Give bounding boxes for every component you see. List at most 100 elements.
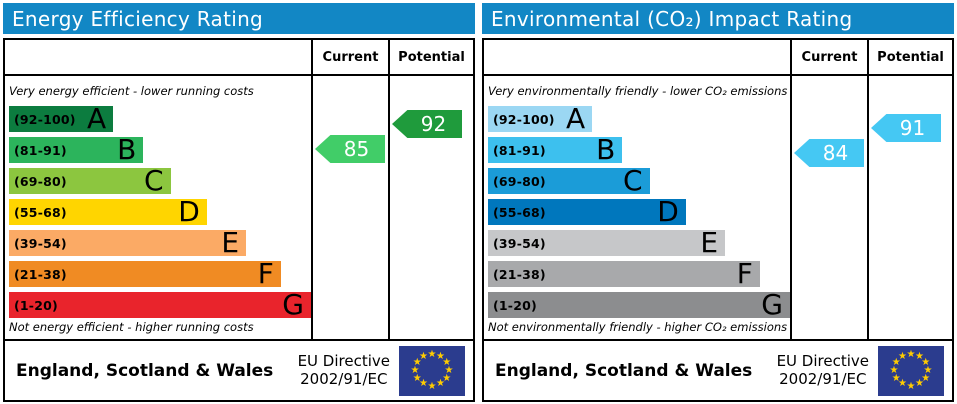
band-letter: D <box>178 195 200 228</box>
star-icon: ★ <box>915 350 924 362</box>
star-icon: ★ <box>419 378 428 390</box>
band-range: (55-68) <box>493 204 546 220</box>
band-range: (1-20) <box>493 297 537 313</box>
band-letter: C <box>144 164 164 197</box>
potential-column: Potential 92 <box>388 40 473 339</box>
current-arrow-zone: 85 <box>313 76 388 339</box>
band-list: (92-100) A (81-91) B (69-80) C (55-68) <box>9 102 311 321</box>
eu-flag: ★ ★ ★ ★ ★ ★ ★ ★ ★ ★ ★ ★ <box>399 345 465 396</box>
band-row-a: (92-100) A <box>9 102 114 135</box>
chart-column-header-empty <box>484 40 790 76</box>
environmental-impact-panel: Environmental (CO₂) Impact Rating Very e… <box>479 0 957 404</box>
bottom-note: Not environmentally friendly - higher CO… <box>488 320 788 334</box>
band-chart-body: Very energy efficient - lower running co… <box>5 76 311 339</box>
current-rating-arrow: 85 <box>315 135 385 163</box>
epc-table: Very environmentally friendly - lower CO… <box>482 38 954 402</box>
potential-column: Potential 91 <box>867 40 952 339</box>
band-range: (1-20) <box>14 297 58 313</box>
panel-title-bar: Energy Efficiency Rating <box>3 3 475 34</box>
band-letter: E <box>221 226 240 259</box>
star-icon: ★ <box>906 348 916 360</box>
band-letter: A <box>87 102 107 135</box>
star-icon: ★ <box>891 372 901 384</box>
eu-flag: ★ ★ ★ ★ ★ ★ ★ ★ ★ ★ ★ ★ <box>878 345 944 396</box>
epc-grid: Very energy efficient - lower running co… <box>5 40 473 339</box>
band-letter: D <box>657 195 679 228</box>
panel-title: Energy Efficiency Rating <box>12 6 264 31</box>
panel-footer: England, Scotland & Wales EU Directive 2… <box>5 339 473 400</box>
star-icon: ★ <box>410 364 420 376</box>
panel-title: Environmental (CO₂) Impact Rating <box>491 6 853 31</box>
current-column-header: Current <box>792 40 867 76</box>
eu-directive-line2: 2002/91/EC <box>300 369 388 388</box>
band-letter: A <box>566 102 586 135</box>
current-rating-arrow: 84 <box>794 139 864 167</box>
star-icon: ★ <box>436 378 445 390</box>
band-row-g: (1-20) G <box>488 288 790 321</box>
star-icon: ★ <box>436 350 445 362</box>
star-icon: ★ <box>442 356 452 368</box>
band-row-a: (92-100) A <box>488 102 593 135</box>
panel-footer: England, Scotland & Wales EU Directive 2… <box>484 339 952 400</box>
star-icon: ★ <box>427 380 437 392</box>
band-row-f: (21-38) F <box>9 260 281 288</box>
current-column: Current 85 <box>311 40 388 339</box>
current-rating-value: 84 <box>822 141 849 165</box>
star-icon: ★ <box>412 372 422 384</box>
eu-directive-label: EU Directive 2002/91/EC <box>776 351 869 388</box>
band-range: (81-91) <box>493 142 546 158</box>
band-row-b: (81-91) B <box>9 136 144 164</box>
star-icon: ★ <box>412 356 422 368</box>
eu-directive-line1: EU Directive <box>776 351 869 370</box>
band-chart-body: Very environmentally friendly - lower CO… <box>484 76 790 339</box>
band-letter: G <box>282 288 304 321</box>
panel-title-bar: Environmental (CO₂) Impact Rating <box>482 3 954 34</box>
eu-directive-line1: EU Directive <box>297 351 390 370</box>
band-range: (69-80) <box>493 173 546 189</box>
star-icon: ★ <box>891 356 901 368</box>
star-icon: ★ <box>906 380 916 392</box>
band-range: (81-91) <box>14 142 67 158</box>
star-icon: ★ <box>444 364 454 376</box>
eu-directive-line2: 2002/91/EC <box>779 369 867 388</box>
band-row-e: (39-54) E <box>9 226 247 259</box>
band-range: (39-54) <box>493 235 546 251</box>
energy-efficiency-panel: Energy Efficiency Rating Very energy eff… <box>0 0 478 404</box>
chart-column-header-empty <box>5 40 311 76</box>
band-range: (69-80) <box>14 173 67 189</box>
top-note: Very environmentally friendly - lower CO… <box>488 84 788 98</box>
bottom-note: Not energy efficient - higher running co… <box>9 320 254 334</box>
star-icon: ★ <box>889 364 899 376</box>
star-icon: ★ <box>921 372 931 384</box>
star-icon: ★ <box>427 348 437 360</box>
star-icon: ★ <box>915 378 924 390</box>
band-letter: C <box>623 164 643 197</box>
potential-rating-arrow: 92 <box>392 110 462 138</box>
epc-table: Very energy efficient - lower running co… <box>3 38 475 402</box>
band-row-e: (39-54) E <box>488 226 726 259</box>
band-letter: G <box>761 288 783 321</box>
potential-arrow-zone: 91 <box>869 76 952 339</box>
band-row-f: (21-38) F <box>488 260 760 288</box>
star-icon: ★ <box>442 372 452 384</box>
star-icon: ★ <box>898 350 907 362</box>
band-row-d: (55-68) D <box>488 195 686 228</box>
star-icon: ★ <box>898 378 907 390</box>
region-label: England, Scotland & Wales <box>16 360 274 381</box>
band-range: (21-38) <box>493 266 546 282</box>
current-rating-value: 85 <box>343 137 370 161</box>
band-chart-column: Very energy efficient - lower running co… <box>5 40 311 339</box>
band-range: (39-54) <box>14 235 67 251</box>
band-letter: E <box>700 226 719 259</box>
current-column-header: Current <box>313 40 388 76</box>
epc-grid: Very environmentally friendly - lower CO… <box>484 40 952 339</box>
band-range: (92-100) <box>14 111 76 127</box>
band-row-b: (81-91) B <box>488 136 623 164</box>
potential-rating-value: 92 <box>420 112 447 136</box>
band-chart-column: Very environmentally friendly - lower CO… <box>484 40 790 339</box>
star-icon: ★ <box>921 356 931 368</box>
band-list: (92-100) A (81-91) B (69-80) C (55-68) <box>488 102 790 321</box>
potential-column-header: Potential <box>390 40 473 76</box>
current-column: Current 84 <box>790 40 867 339</box>
potential-rating-value: 91 <box>899 116 926 140</box>
